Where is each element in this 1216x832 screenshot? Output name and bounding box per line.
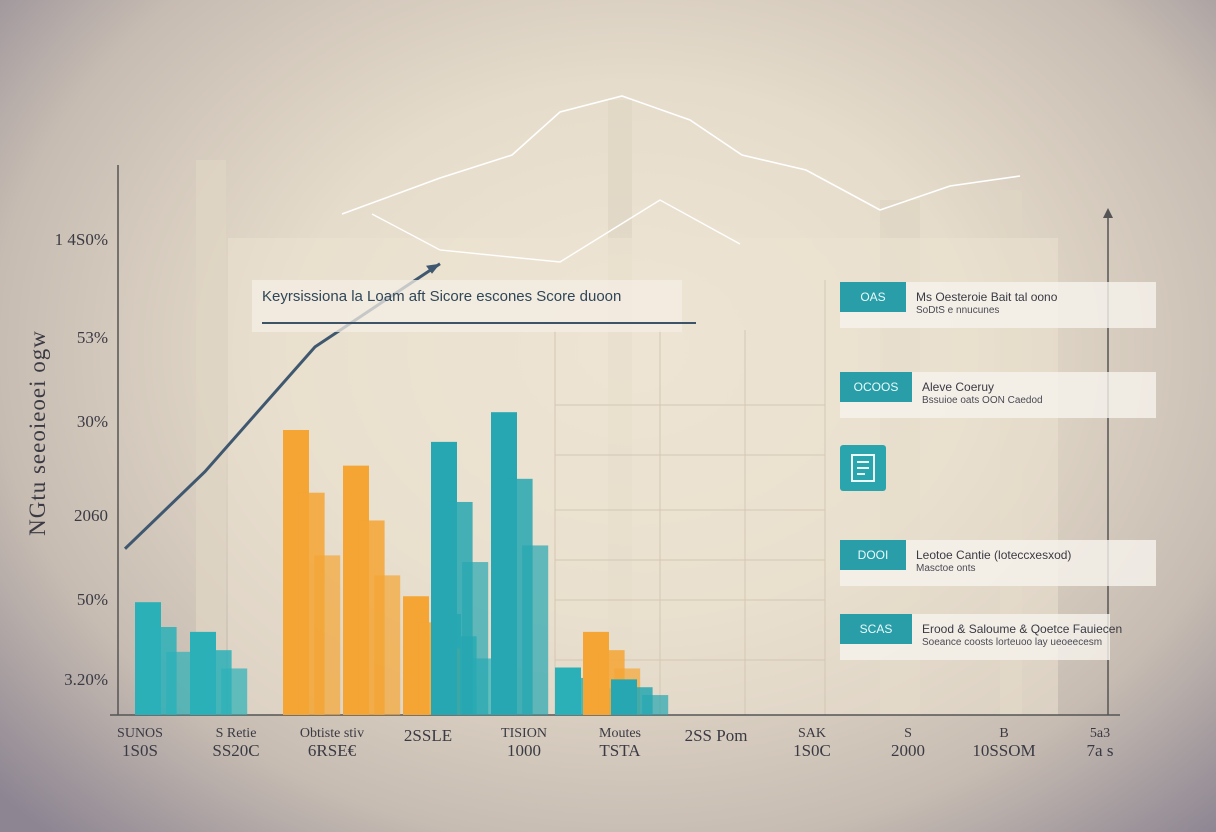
legend-line-2: Bssuioe oats OON Caedod (922, 395, 1043, 406)
y-tick-label: 30% (76, 412, 108, 431)
y-axis-label: NGtu seeoieoei ogw (25, 330, 50, 536)
right-axis-arrow-icon (1103, 208, 1113, 218)
legend-line-1: Aleve Coeruy (922, 380, 995, 394)
peak-line (341, 95, 1021, 215)
legend-line-2: Masctoe onts (916, 563, 976, 574)
x-category-label: 5a3 7a s (1086, 726, 1114, 760)
y-tick-label: 53% (76, 328, 108, 347)
bar (374, 575, 401, 715)
bar (522, 545, 549, 715)
document-icon (840, 445, 886, 491)
trend-arrow-icon (426, 263, 440, 274)
bars-group (135, 412, 669, 715)
bar (642, 695, 669, 715)
x-category-label: 2SSLE (403, 726, 453, 745)
bar (314, 555, 341, 715)
legend-badge: SCAS (840, 614, 912, 644)
x-category-label: Moutes TSTA (599, 726, 641, 760)
bar (462, 562, 489, 715)
bar (221, 668, 248, 715)
legend-line-1: Leotoe Cantie (loteccxesxod) (916, 548, 1072, 562)
legend-badge: OCOOS (840, 372, 912, 402)
legend-line-1: Ms Oesteroie Bait tal oono (916, 290, 1058, 304)
y-tick-label: 1 4S0% (54, 230, 108, 249)
y-tick-label: 2060 (74, 506, 108, 525)
legend-badge: OAS (840, 282, 906, 312)
x-category-label: S Retie SS20C (212, 726, 260, 760)
legend-line-1: Erood & Saloume & Qoetce Fauiecen (922, 622, 1123, 636)
chart-title: Keyrsissiona la Loam aft Sicore escones … (262, 288, 622, 305)
legend-card: OCOOS Aleve Coeruy Bssuioe oats OON Caedod (840, 372, 1156, 418)
x-category-label: S 2000 (891, 726, 925, 760)
legend-badge: DOOI (840, 540, 906, 570)
x-category-label: SAK 1S0C (793, 726, 831, 760)
legend-card: SCAS Erood & Saloume & Qoetce Fauiecen Soe… (840, 614, 1122, 660)
legend-card: OAS Ms Oesteroie Bait tal oono SoDtS e nnu… (840, 282, 1156, 328)
x-category-label: 2SS Pom (684, 726, 748, 745)
y-tick-label: 3.20% (64, 670, 108, 689)
y-tick-label: 50% (76, 590, 108, 609)
title-banner: Keyrsissiona la Loam aft Sicore escones … (252, 280, 696, 332)
legend-line-2: Soeance coosts lorteuoo lay ueoeecesm (922, 637, 1103, 648)
x-category-label: Obtiste stiv 6RSE€ (299, 726, 365, 760)
legend-line-2: SoDtS e nnucunes (916, 305, 1000, 316)
legend-card: DOOI Leotoe Cantie (loteccxesxod) Masctoe … (840, 540, 1156, 586)
x-category-label: B 10SSOM (972, 726, 1036, 760)
x-category-label: SUNOS 1S0S (117, 726, 163, 760)
peak-line-lower (371, 199, 741, 263)
x-category-label: TISION 1000 (501, 726, 547, 760)
title-underline (262, 322, 696, 324)
bar (166, 651, 193, 715)
